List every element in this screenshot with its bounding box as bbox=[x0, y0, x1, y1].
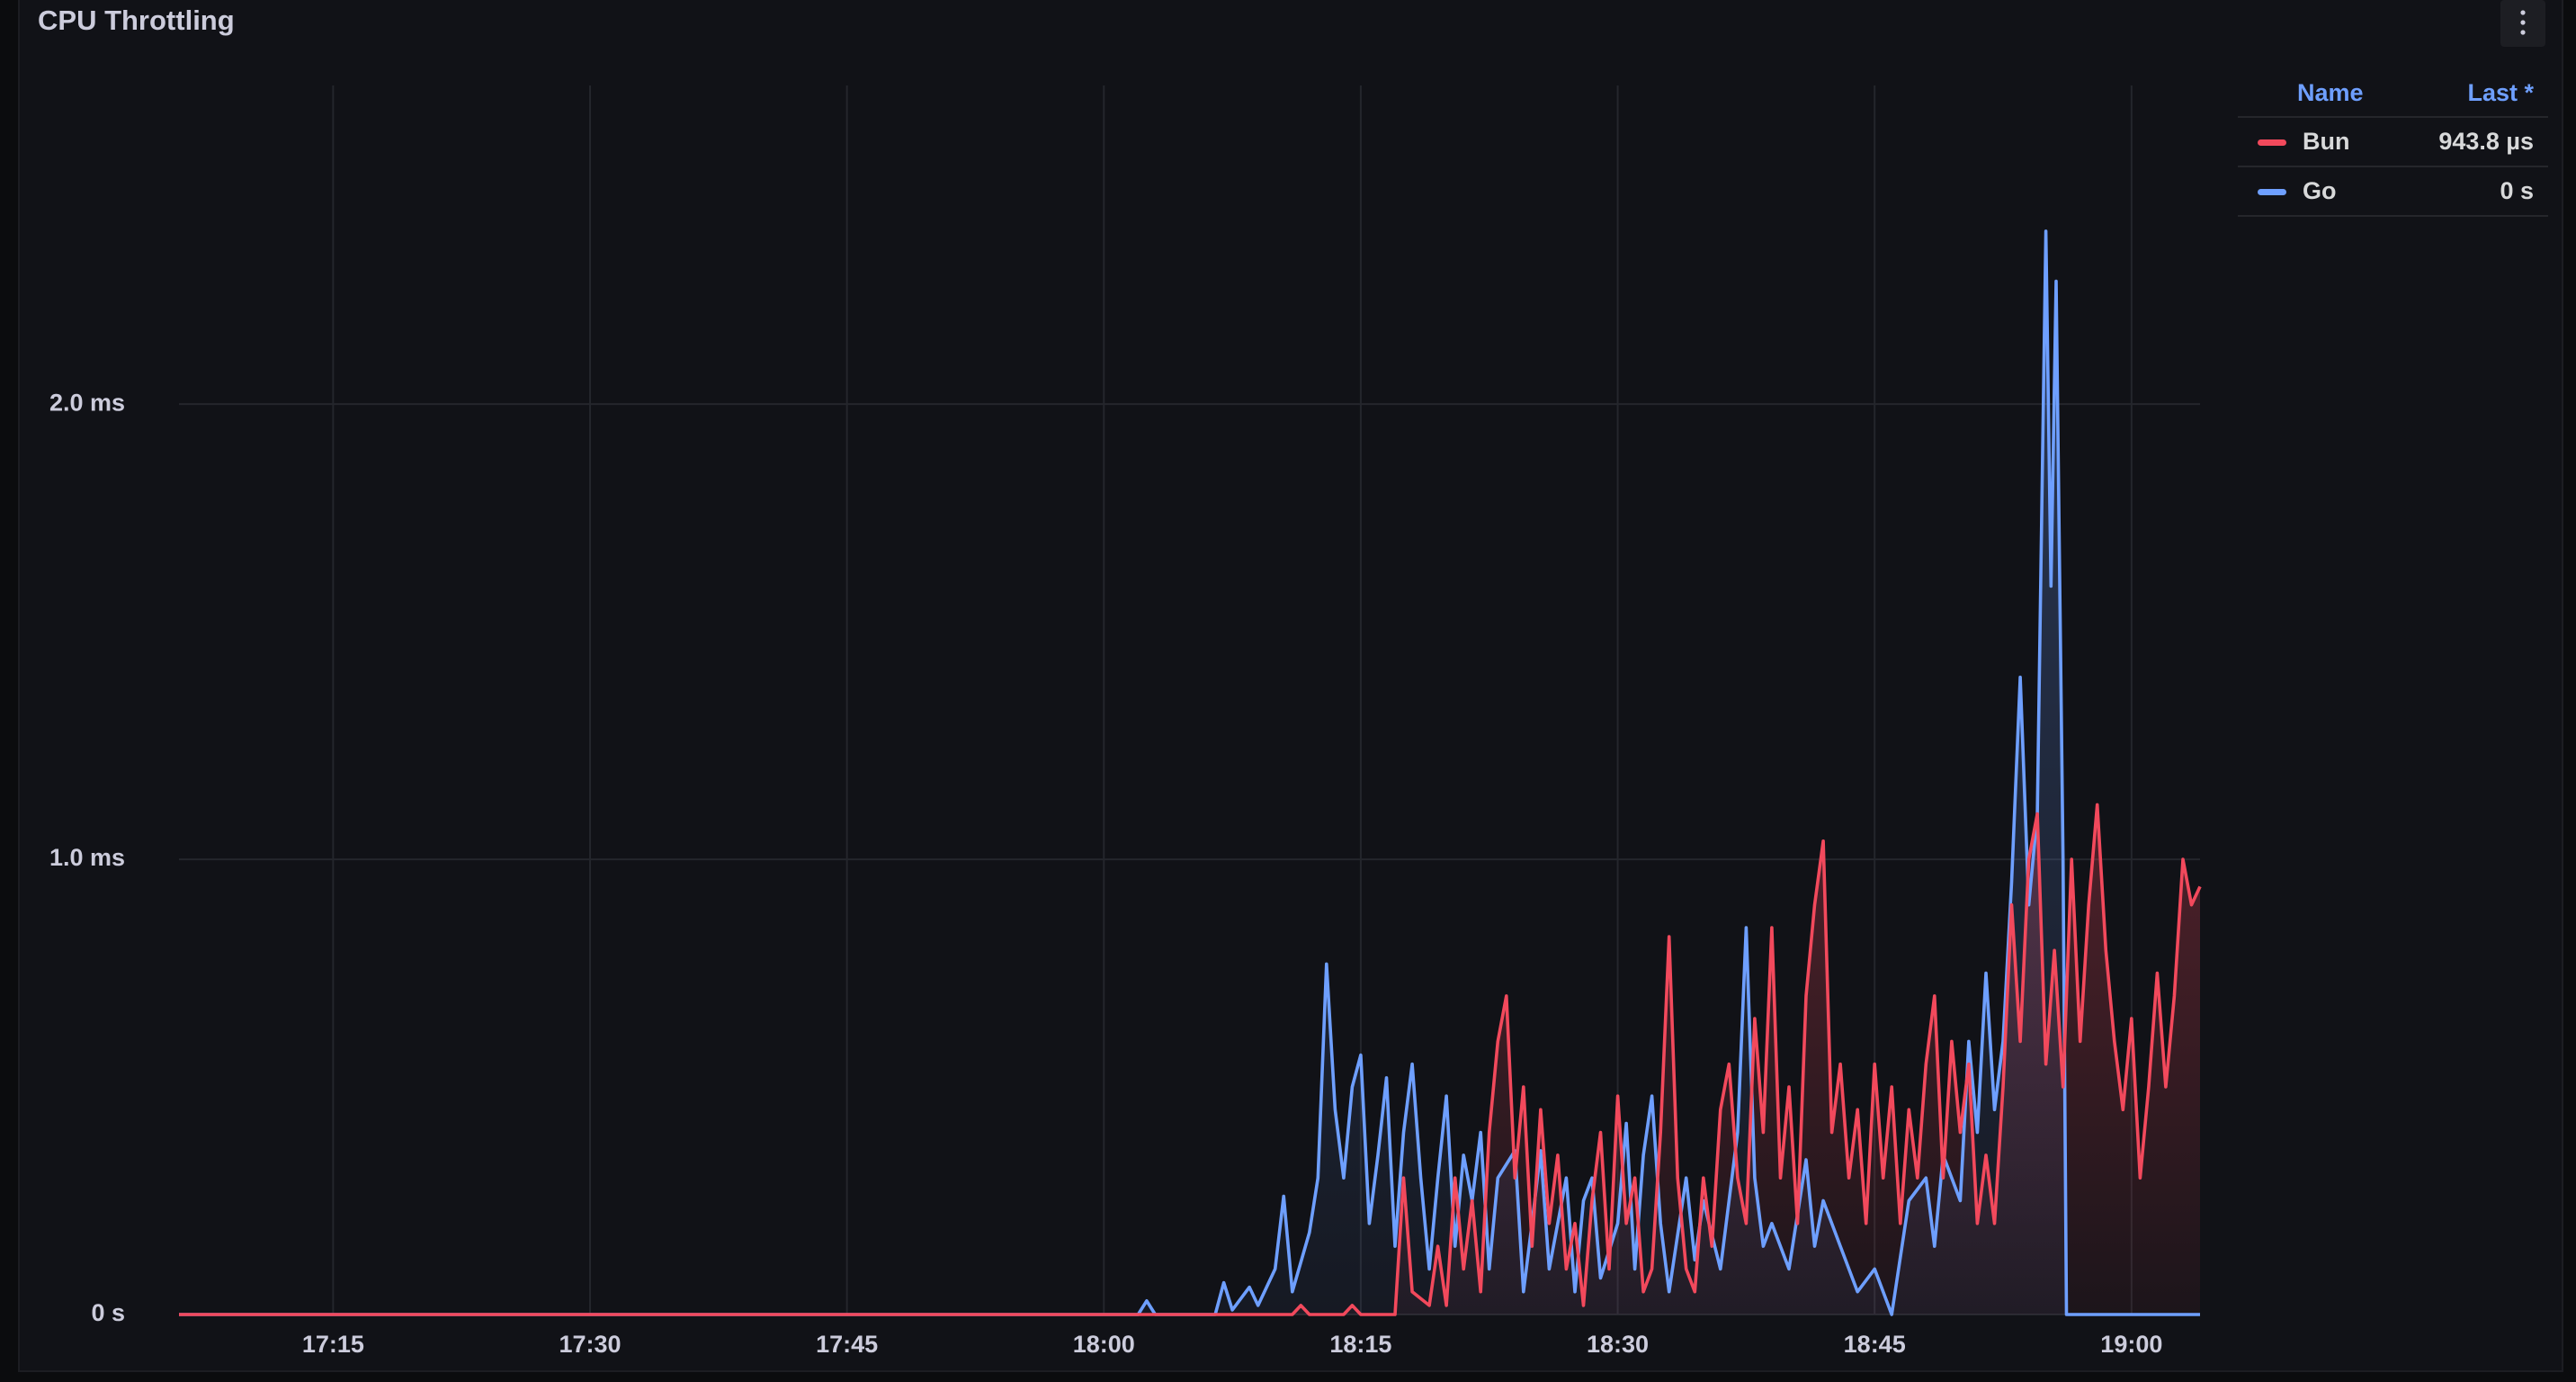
panel-title: CPU Throttling bbox=[38, 4, 235, 36]
panel: CPU Throttling 0 s 1.0 ms 2.0 ms 17:15 17:30… bbox=[18, 0, 2563, 1372]
y-tick-label: 2.0 ms bbox=[49, 389, 125, 416]
x-tick-label: 19:00 bbox=[2100, 1331, 2162, 1358]
grid bbox=[179, 85, 2200, 1315]
legend-swatch bbox=[2258, 139, 2286, 147]
series-line bbox=[179, 803, 2202, 1316]
legend-swatch bbox=[2258, 189, 2286, 196]
ticks: 0 s 1.0 ms 2.0 ms 17:15 17:30 17:45 18:00 18:15… bbox=[49, 389, 2162, 1358]
legend-row[interactable]: Go 0 s bbox=[2238, 166, 2548, 217]
x-tick-label: 17:15 bbox=[302, 1331, 364, 1358]
series-area bbox=[179, 230, 2200, 1315]
x-tick-label: 18:00 bbox=[1073, 1331, 1135, 1358]
menu-icon[interactable] bbox=[2500, 0, 2545, 47]
x-tick-label: 17:30 bbox=[559, 1331, 621, 1358]
legend-row[interactable]: Bun 943.8 µs bbox=[2238, 117, 2548, 167]
legend-body: Bun 943.8 µs Go 0 s bbox=[2238, 117, 2548, 217]
legend-name-cell: Go bbox=[2238, 166, 2410, 217]
legend-name: Go bbox=[2303, 177, 2337, 204]
x-tick-label: 17:45 bbox=[816, 1331, 878, 1358]
legend-column[interactable]: Name bbox=[2238, 72, 2410, 118]
lines bbox=[179, 229, 2202, 1316]
legend-name: Bun bbox=[2303, 128, 2350, 155]
menu-dot bbox=[2520, 30, 2526, 35]
legend-column[interactable]: Last * bbox=[2409, 72, 2548, 118]
y-tick-label: 0 s bbox=[91, 1299, 125, 1326]
legend-last-value: 0 s bbox=[2409, 166, 2548, 217]
series-area bbox=[179, 804, 2200, 1315]
x-tick-label: 18:45 bbox=[1844, 1331, 1906, 1358]
legend-name-cell: Bun bbox=[2238, 117, 2410, 167]
y-tick-label: 1.0 ms bbox=[49, 844, 125, 871]
legend-last-value: 943.8 µs bbox=[2409, 117, 2548, 167]
chart: CPU Throttling 0 s 1.0 ms 2.0 ms 17:15 17:30… bbox=[38, 0, 2545, 1358]
legend: Name Last * Bun 943.8 µs Go 0 s bbox=[2238, 72, 2548, 217]
menu-dot bbox=[2520, 20, 2526, 25]
areas bbox=[179, 230, 2200, 1315]
x-tick-label: 18:15 bbox=[1329, 1331, 1391, 1358]
series-line bbox=[179, 229, 2200, 1316]
legend-header: Name Last * bbox=[2238, 72, 2548, 118]
menu-dot bbox=[2520, 10, 2526, 15]
x-tick-label: 18:30 bbox=[1587, 1331, 1649, 1358]
